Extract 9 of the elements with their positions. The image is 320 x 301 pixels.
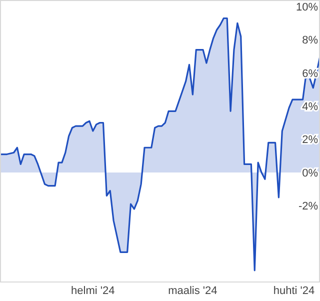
y-tick-label: 8% [302,34,318,47]
y-tick-label: 10% [296,1,318,14]
y-tick-label: 2% [302,134,318,146]
y-tick-label: 0% [302,167,318,180]
y-tick-label: -2% [298,200,318,213]
x-tick-label: huhti '24 [273,285,315,297]
x-tick-label: helmi '24 [71,285,115,297]
x-tick-label: maalis '24 [168,285,218,297]
y-tick-label: 4% [302,101,318,114]
